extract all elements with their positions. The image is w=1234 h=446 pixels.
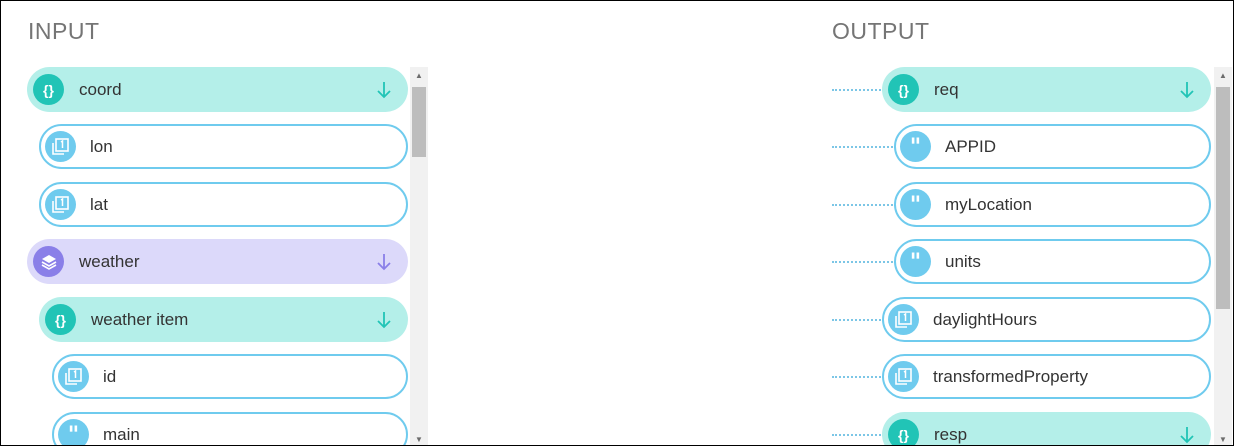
output-node-appid[interactable]: " APPID	[894, 124, 1211, 169]
input-scrollbar[interactable]: ▲ ▼	[410, 67, 428, 445]
quote-icon: "	[900, 246, 931, 277]
object-braces-icon: {}	[888, 74, 919, 105]
connector-line	[832, 204, 896, 206]
layers-icon	[33, 246, 64, 277]
expand-arrow-icon[interactable]	[373, 309, 395, 331]
connector-line	[832, 89, 884, 91]
input-node-coord[interactable]: {} coord	[27, 67, 408, 112]
node-label: req	[934, 79, 959, 99]
scroll-thumb[interactable]	[412, 87, 426, 157]
number-icon	[58, 361, 89, 392]
connector-line	[832, 376, 884, 378]
node-label: transformedProperty	[933, 366, 1088, 386]
node-label: weather	[79, 251, 140, 271]
node-label: resp	[934, 424, 968, 444]
node-label: lon	[90, 136, 113, 156]
output-scrollbar[interactable]: ▲ ▼	[1214, 67, 1232, 445]
output-tree: {} req " APPID " myLocation " units dayl…	[882, 67, 1212, 446]
node-label: weather item	[91, 309, 189, 329]
number-icon	[888, 304, 919, 335]
scroll-thumb[interactable]	[1216, 87, 1230, 309]
node-label: myLocation	[945, 194, 1032, 214]
number-icon	[888, 361, 919, 392]
connector-line	[832, 434, 884, 436]
output-node-resp[interactable]: {} resp	[882, 412, 1211, 446]
scroll-up-icon[interactable]: ▲	[415, 70, 423, 80]
input-node-lon[interactable]: lon	[39, 124, 408, 169]
node-label: units	[945, 251, 981, 271]
quote-icon: "	[900, 189, 931, 220]
quote-icon: "	[58, 419, 89, 445]
output-heading: OUTPUT	[832, 18, 930, 44]
node-label: lat	[90, 194, 108, 214]
output-node-units[interactable]: " units	[894, 239, 1211, 284]
output-node-daylighthours[interactable]: daylightHours	[882, 297, 1211, 342]
node-label: daylightHours	[933, 309, 1037, 329]
input-node-weather-item[interactable]: {} weather item	[39, 297, 408, 342]
node-label: id	[103, 366, 117, 386]
expand-arrow-icon[interactable]	[1176, 79, 1198, 101]
expand-arrow-icon[interactable]	[1176, 424, 1198, 446]
output-node-mylocation[interactable]: " myLocation	[894, 182, 1211, 227]
output-node-transformedproperty[interactable]: transformedProperty	[882, 354, 1211, 399]
connector-line	[832, 146, 896, 148]
input-node-main[interactable]: " main	[52, 412, 408, 445]
node-label: APPID	[945, 136, 997, 156]
input-heading: INPUT	[28, 18, 100, 44]
input-node-lat[interactable]: lat	[39, 182, 408, 227]
number-icon	[45, 131, 76, 162]
scroll-down-icon[interactable]: ▼	[1219, 434, 1227, 444]
object-braces-icon: {}	[45, 304, 76, 335]
scroll-down-icon[interactable]: ▼	[415, 434, 423, 444]
quote-icon: "	[900, 131, 931, 162]
output-node-req[interactable]: {} req	[882, 67, 1211, 112]
object-braces-icon: {}	[33, 74, 64, 105]
input-node-id[interactable]: id	[52, 354, 408, 399]
node-label: coord	[79, 79, 122, 99]
number-icon	[45, 189, 76, 220]
input-tree: {} coord lon lat weather	[27, 67, 409, 445]
connector-line	[832, 261, 896, 263]
object-braces-icon: {}	[888, 419, 919, 445]
expand-arrow-icon[interactable]	[373, 251, 395, 273]
connector-line	[832, 319, 884, 321]
expand-arrow-icon[interactable]	[373, 79, 395, 101]
input-node-weather[interactable]: weather	[27, 239, 408, 284]
scroll-up-icon[interactable]: ▲	[1219, 70, 1227, 80]
node-label: main	[103, 424, 140, 444]
